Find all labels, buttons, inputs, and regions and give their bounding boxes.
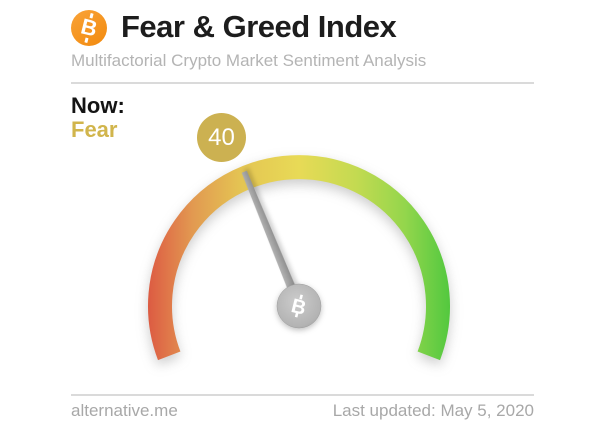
hub-bitcoin-stroke-top bbox=[299, 294, 303, 300]
page-title: Fear & Greed Index bbox=[121, 9, 397, 44]
now-label: Now: bbox=[71, 93, 125, 118]
gauge-hub-bitcoin-icon: B bbox=[289, 294, 308, 320]
hub-bitcoin-stroke-bottom bbox=[294, 312, 299, 318]
last-updated-text: Last updated: May 5, 2020 bbox=[332, 401, 534, 420]
value-badge: 40 bbox=[197, 113, 246, 162]
page-subtitle: Multifactorial Crypto Market Sentiment A… bbox=[71, 51, 427, 70]
now-classification: Fear bbox=[71, 117, 118, 142]
gauge-needle bbox=[241, 170, 304, 308]
gauge-hub bbox=[276, 283, 322, 329]
value-badge-number: 40 bbox=[208, 123, 235, 151]
hub-bitcoin-glyph: B bbox=[289, 295, 308, 320]
footer-site-link[interactable]: alternative.me bbox=[71, 401, 178, 420]
header-divider bbox=[71, 82, 534, 84]
bitcoin-logo-icon: B bbox=[71, 10, 107, 46]
gauge-arc bbox=[148, 155, 450, 361]
footer-divider bbox=[71, 394, 534, 396]
